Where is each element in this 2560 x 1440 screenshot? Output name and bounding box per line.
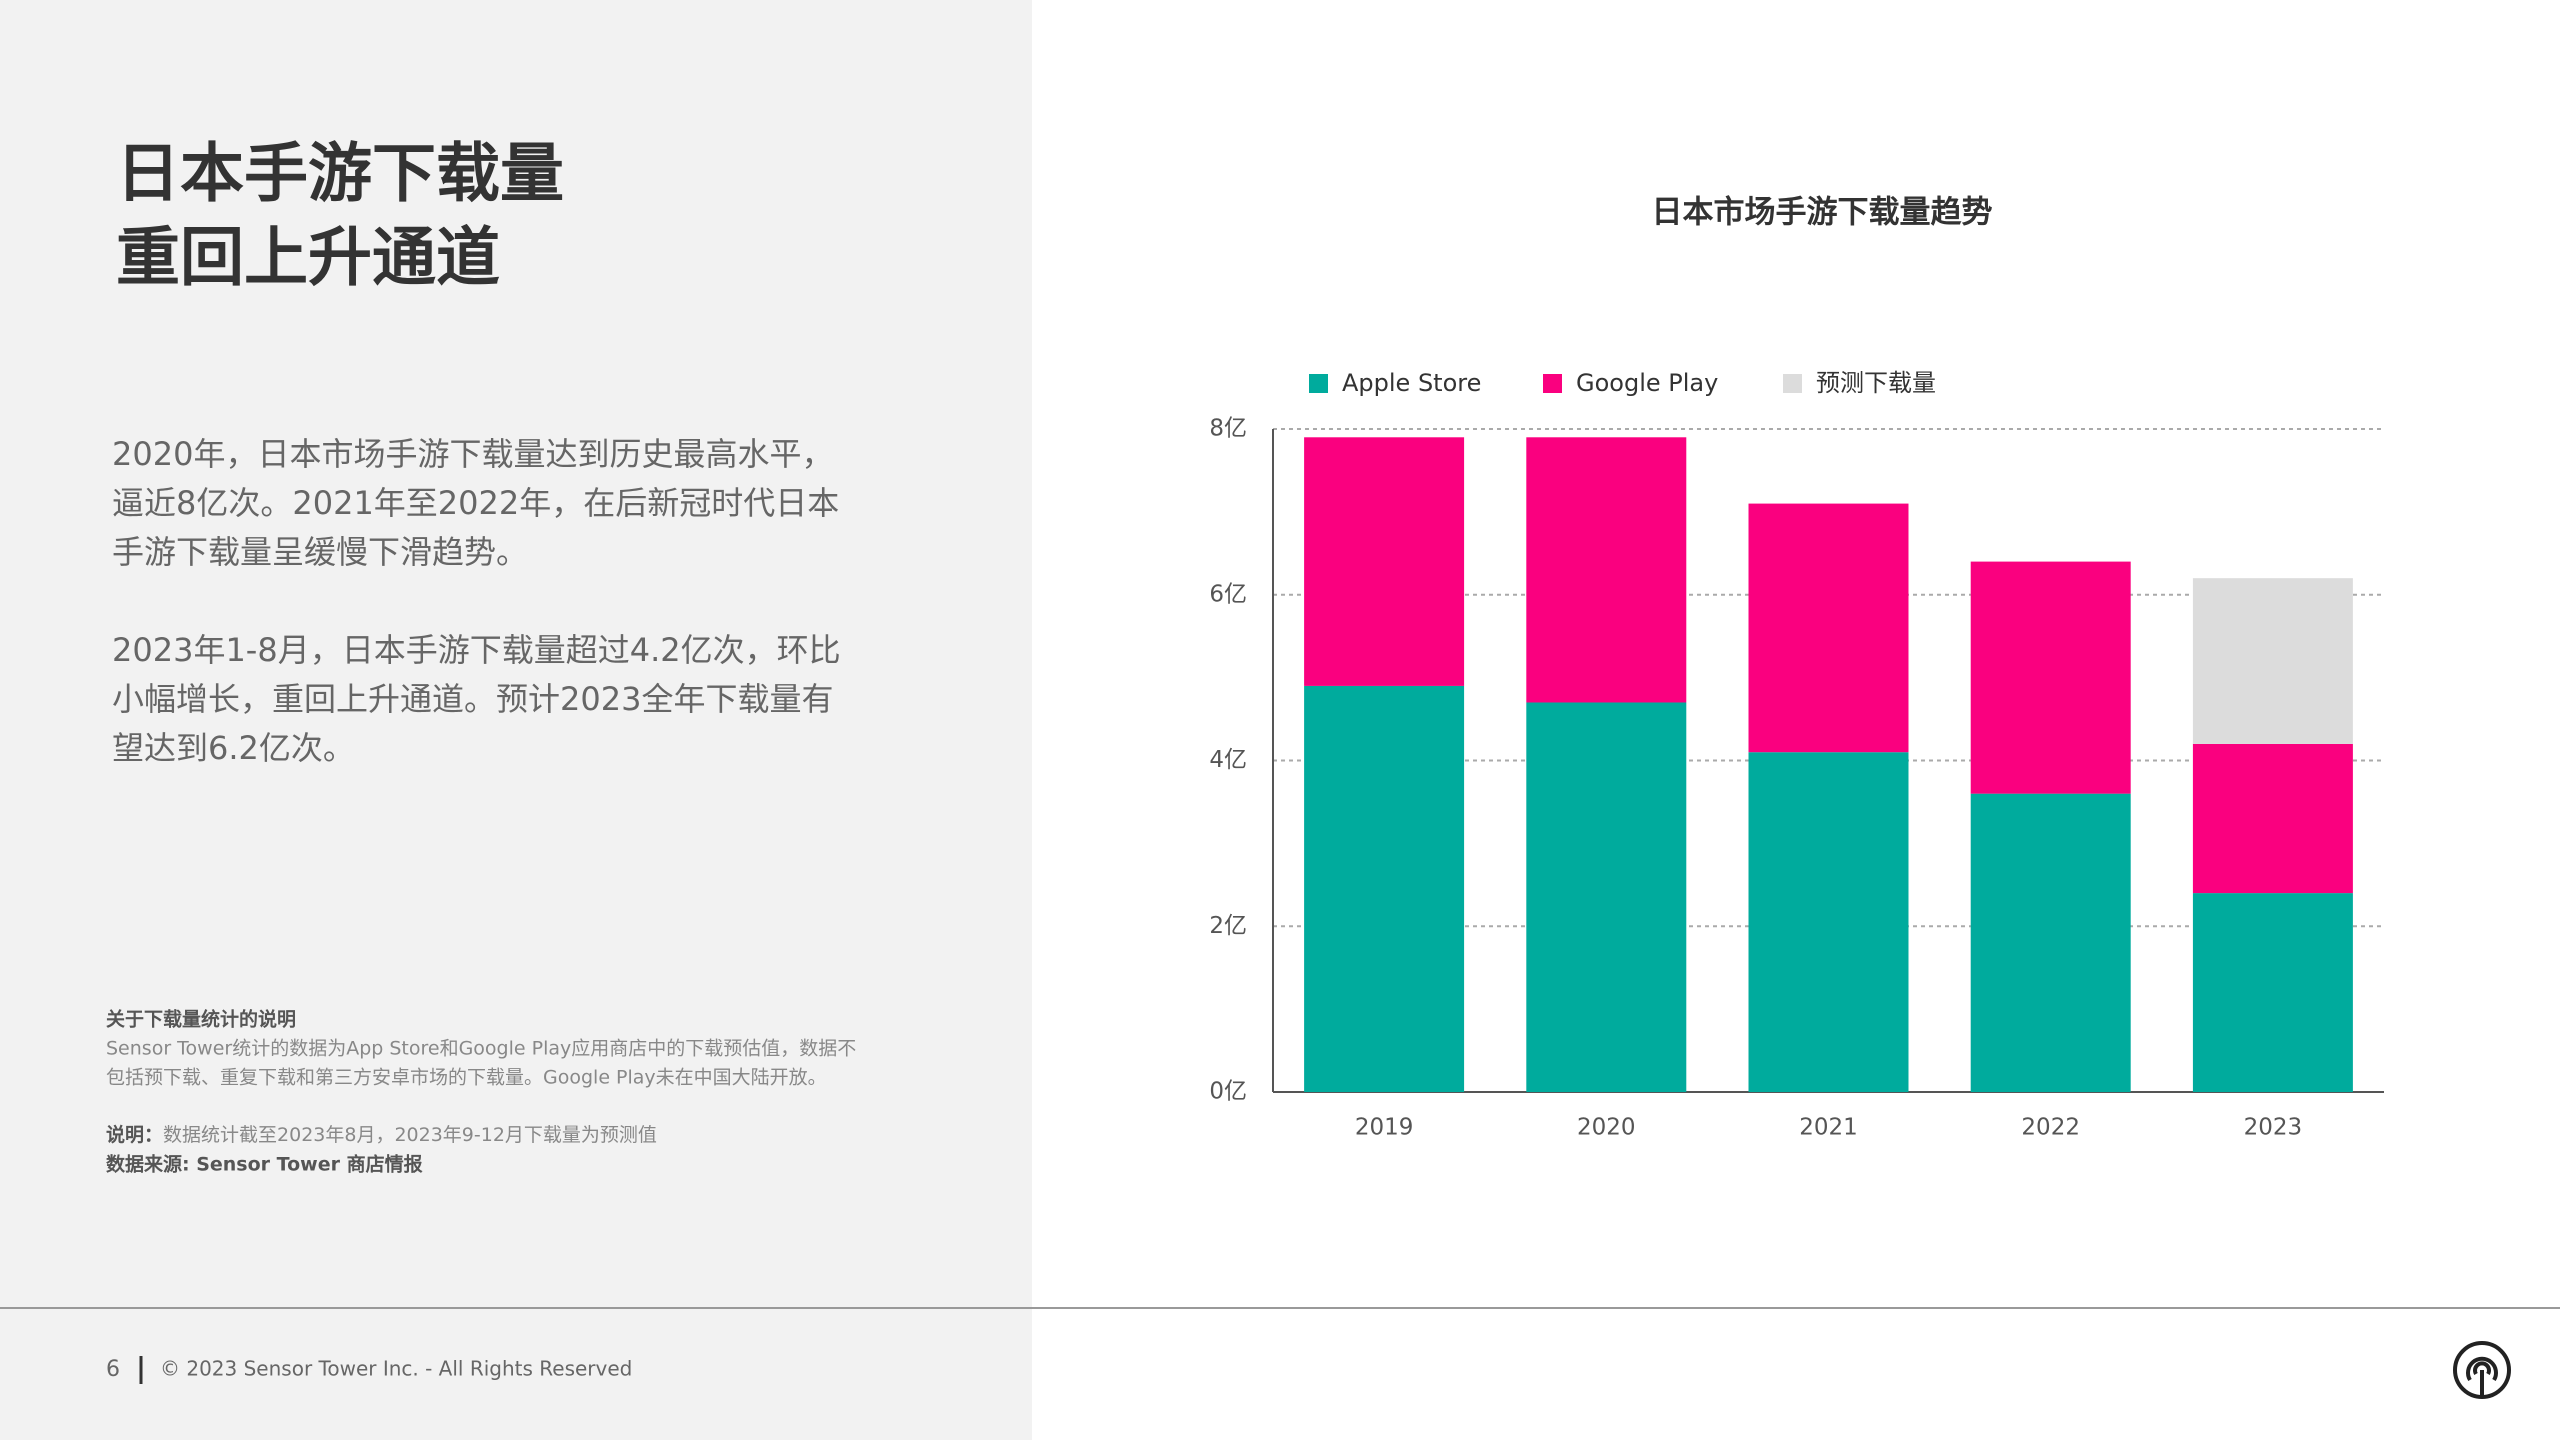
- x-tick-label: 2019: [1355, 1115, 1414, 1141]
- paragraph: 望达到6.2亿次。: [112, 729, 355, 767]
- x-tick-label: 2021: [1799, 1115, 1858, 1141]
- remark: 说明：数据统计截至2023年8月，2023年9-12月下载量为预测值: [106, 1123, 657, 1146]
- legend-label: Google Play: [1576, 369, 1718, 397]
- copyright: © 2023 Sensor Tower Inc. - All Rights Re…: [160, 1357, 632, 1381]
- legend-swatch: [1783, 374, 1802, 393]
- legend-label: 预测下载量: [1816, 369, 1936, 397]
- bar-segment: [2192, 893, 2353, 1092]
- bar-segment: [1970, 561, 2131, 794]
- y-tick-label: 0亿: [1209, 1079, 1247, 1105]
- x-tick-label: 2020: [1577, 1115, 1636, 1141]
- x-tick-label: 2022: [2021, 1115, 2080, 1141]
- note-line: Sensor Tower统计的数据为App Store和Google Play应…: [106, 1038, 856, 1060]
- y-tick-label: 4亿: [1209, 747, 1247, 773]
- bar-segment: [1526, 702, 1687, 1092]
- chart-title: 日本市场手游下载量趋势: [1652, 195, 1993, 231]
- bar-segment: [2192, 743, 2353, 894]
- slide-title: 重回上升通道: [116, 222, 500, 296]
- paragraph: 2020年，日本市场手游下载量达到历史最高水平，: [112, 435, 833, 473]
- bar-segment: [1304, 437, 1465, 686]
- legend-swatch: [1543, 374, 1562, 393]
- remark-text: 数据统计截至2023年8月，2023年9-12月下载量为预测值: [163, 1124, 657, 1146]
- y-tick-label: 2亿: [1209, 913, 1247, 939]
- note-line: 包括预下载、重复下载和第三方安卓市场的下载量。Google Play未在中国大陆…: [106, 1067, 827, 1089]
- x-tick-label: 2023: [2244, 1115, 2303, 1141]
- logo: [2453, 1341, 2511, 1399]
- slide-title: 日本手游下载量: [116, 138, 564, 212]
- remark-label: 说明：: [106, 1123, 163, 1146]
- paragraph: 逼近8亿次。2021年至2022年，在后新冠时代日本: [112, 484, 839, 522]
- y-tick-label: 8亿: [1209, 416, 1247, 442]
- bar-segment: [1970, 793, 2131, 1092]
- bar-segment: [2192, 578, 2353, 744]
- bar-segment: [1304, 685, 1465, 1092]
- legend-swatch: [1309, 374, 1328, 393]
- y-tick-label: 6亿: [1209, 581, 1247, 607]
- paragraph: 小幅增长，重回上升通道。预计2023全年下载量有: [112, 680, 833, 718]
- left-panel: [0, 0, 1032, 1440]
- source: 数据来源: Sensor Tower 商店情报: [106, 1153, 423, 1176]
- paragraph: 手游下载量呈缓慢下滑趋势。: [112, 533, 528, 571]
- note-title: 关于下载量统计的说明: [106, 1008, 296, 1031]
- page-number: 6: [106, 1357, 120, 1382]
- paragraph: 2023年1-8月，日本手游下载量超过4.2亿次，环比: [112, 631, 841, 669]
- legend-label: Apple Store: [1342, 369, 1481, 397]
- bar-segment: [1748, 503, 1909, 753]
- bar-segment: [1526, 437, 1687, 703]
- bar-segment: [1748, 752, 1909, 1092]
